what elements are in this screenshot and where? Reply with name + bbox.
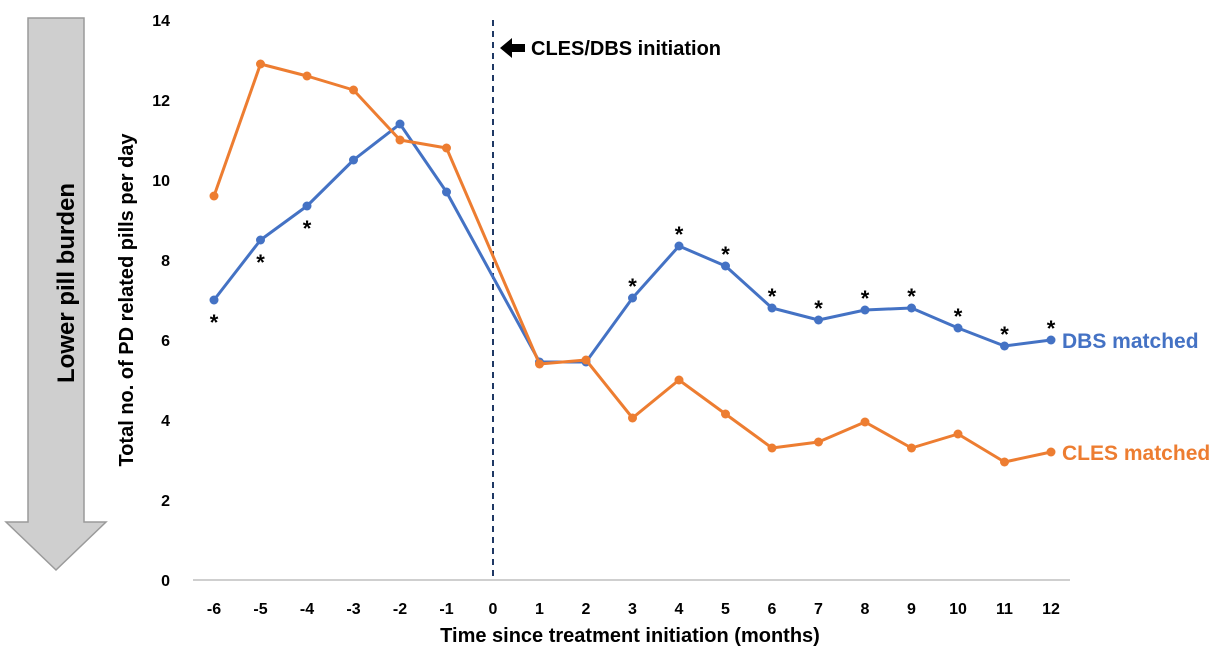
left-arrow-icon bbox=[500, 38, 525, 58]
x-tick-label: -5 bbox=[253, 601, 267, 618]
data-point bbox=[1000, 341, 1009, 351]
x-tick-label: 2 bbox=[582, 601, 591, 618]
y-tick-label: 4 bbox=[161, 413, 170, 430]
significance-asterisk: * bbox=[861, 286, 870, 311]
significance-asterisk: * bbox=[628, 274, 637, 299]
x-axis-title: Time since treatment initiation (months) bbox=[440, 625, 820, 647]
side-label: Lower pill burden bbox=[53, 183, 80, 383]
data-point bbox=[302, 71, 312, 81]
data-point bbox=[349, 155, 358, 165]
y-tick-label: 12 bbox=[152, 93, 170, 110]
x-tick-label: 4 bbox=[675, 601, 684, 618]
x-tick-label: -6 bbox=[207, 601, 221, 618]
significance-asterisk: * bbox=[907, 284, 916, 309]
data-point bbox=[907, 303, 916, 313]
x-tick-label: -3 bbox=[346, 601, 360, 618]
y-tick-label: 2 bbox=[161, 493, 170, 510]
data-point bbox=[767, 443, 777, 453]
significance-asterisk: * bbox=[721, 242, 730, 267]
significance-asterisk: * bbox=[768, 284, 777, 309]
data-point bbox=[628, 413, 637, 423]
data-point bbox=[860, 305, 870, 315]
x-tick-label: -1 bbox=[439, 601, 453, 618]
x-tick-label: 5 bbox=[721, 601, 730, 618]
y-axis-title: Total no. of PD related pills per day bbox=[116, 133, 138, 467]
data-point bbox=[953, 323, 963, 333]
data-point bbox=[1046, 447, 1056, 457]
data-point bbox=[814, 437, 823, 447]
data-point bbox=[209, 295, 219, 305]
x-tick-label: 0 bbox=[489, 601, 498, 618]
initiation-annotation: CLES/DBS initiation bbox=[500, 38, 721, 60]
data-point bbox=[628, 293, 637, 303]
data-point bbox=[721, 261, 730, 271]
data-point bbox=[907, 443, 916, 453]
significance-asterisk: * bbox=[1000, 322, 1009, 347]
series-line bbox=[212, 62, 1052, 464]
data-point bbox=[860, 417, 870, 427]
data-point bbox=[395, 135, 405, 145]
x-tick-label: 6 bbox=[768, 601, 777, 618]
series-cles bbox=[209, 59, 1056, 467]
data-point bbox=[442, 187, 451, 197]
x-tick-label: 8 bbox=[861, 601, 870, 618]
y-tick-label: 6 bbox=[161, 333, 170, 350]
x-tick-label: 9 bbox=[907, 601, 916, 618]
significance-asterisk: * bbox=[814, 296, 823, 321]
data-point bbox=[1046, 335, 1056, 345]
data-point bbox=[721, 409, 730, 419]
lower-pill-burden-arrow: Lower pill burden bbox=[4, 17, 108, 572]
y-tick-label: 8 bbox=[161, 253, 170, 270]
data-point bbox=[674, 241, 684, 251]
data-point bbox=[209, 191, 219, 201]
x-tick-label: -2 bbox=[393, 601, 407, 618]
significance-markers: * * * * * * * * * * * * * bbox=[210, 216, 1056, 347]
significance-asterisk: * bbox=[675, 222, 684, 247]
significance-asterisk: * bbox=[210, 310, 219, 335]
x-tick-label: 12 bbox=[1042, 601, 1060, 618]
data-point bbox=[953, 429, 963, 439]
data-point bbox=[256, 235, 265, 245]
data-point bbox=[395, 119, 405, 129]
significance-asterisk: * bbox=[303, 216, 312, 241]
y-axis-ticks: 0 2 4 6 8 10 12 14 bbox=[152, 13, 170, 590]
y-tick-label: 10 bbox=[152, 173, 170, 190]
series-layer bbox=[209, 59, 1056, 467]
data-point bbox=[581, 355, 591, 365]
data-point bbox=[535, 359, 544, 369]
series-label-dbs: DBS matched bbox=[1062, 330, 1199, 353]
series-line bbox=[212, 122, 1052, 364]
significance-asterisk: * bbox=[1047, 316, 1056, 341]
data-point bbox=[767, 303, 777, 313]
data-point bbox=[1000, 457, 1009, 467]
y-tick-label: 0 bbox=[161, 573, 170, 590]
data-point bbox=[349, 85, 358, 95]
x-tick-label: 1 bbox=[535, 601, 544, 618]
x-tick-label: 3 bbox=[628, 601, 637, 618]
significance-asterisk: * bbox=[256, 250, 265, 275]
data-point bbox=[442, 143, 451, 153]
data-point bbox=[256, 59, 265, 69]
x-tick-label: 10 bbox=[949, 601, 967, 618]
x-axis-ticks: -6 -5 -4 -3 -2 -1 0 1 2 3 4 5 6 7 8 9 10 11 12 bbox=[207, 601, 1060, 618]
significance-asterisk: * bbox=[954, 304, 963, 329]
data-point bbox=[302, 201, 312, 211]
down-arrow-icon bbox=[4, 17, 108, 572]
x-tick-label: -4 bbox=[300, 601, 314, 618]
initiation-label: CLES/DBS initiation bbox=[531, 38, 721, 60]
y-tick-label: 14 bbox=[152, 13, 170, 30]
series-label-cles: CLES matched bbox=[1062, 442, 1210, 465]
series-dbs bbox=[209, 119, 1056, 367]
x-tick-label: 11 bbox=[996, 601, 1013, 618]
data-point bbox=[674, 375, 684, 385]
data-point bbox=[814, 315, 823, 325]
x-tick-label: 7 bbox=[814, 601, 823, 618]
